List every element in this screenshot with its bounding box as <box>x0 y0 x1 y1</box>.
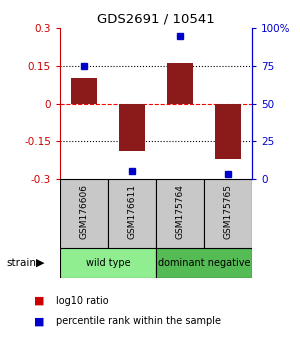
Text: dominant negative: dominant negative <box>158 258 250 268</box>
Bar <box>60 179 108 248</box>
Bar <box>167 63 193 104</box>
Text: ■: ■ <box>34 296 44 306</box>
Text: strain: strain <box>6 258 36 268</box>
Bar <box>108 179 156 248</box>
Text: ■: ■ <box>34 316 44 326</box>
Text: percentile rank within the sample: percentile rank within the sample <box>56 316 220 326</box>
Text: GSM175765: GSM175765 <box>224 184 232 239</box>
Text: GSM175764: GSM175764 <box>176 184 184 239</box>
Text: ▶: ▶ <box>36 258 45 268</box>
Bar <box>204 179 252 248</box>
Text: GSM176611: GSM176611 <box>128 184 136 239</box>
Bar <box>215 104 241 159</box>
Bar <box>156 248 252 278</box>
Bar <box>156 179 204 248</box>
Bar <box>60 248 156 278</box>
Text: GSM176606: GSM176606 <box>80 184 88 239</box>
Bar <box>119 104 145 151</box>
Bar <box>71 79 97 104</box>
Title: GDS2691 / 10541: GDS2691 / 10541 <box>97 13 215 26</box>
Text: wild type: wild type <box>86 258 130 268</box>
Text: log10 ratio: log10 ratio <box>56 296 108 306</box>
